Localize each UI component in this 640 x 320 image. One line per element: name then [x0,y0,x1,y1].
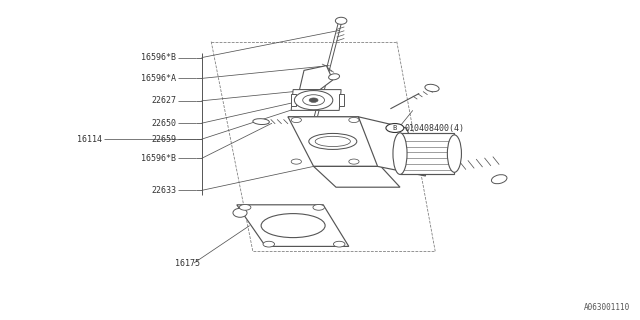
Ellipse shape [447,135,461,172]
Circle shape [291,159,301,164]
Ellipse shape [492,175,507,184]
Text: B: B [393,125,397,131]
Polygon shape [339,94,344,106]
Text: 16175: 16175 [175,259,200,268]
Circle shape [263,241,275,247]
Polygon shape [288,117,381,166]
Ellipse shape [328,74,340,80]
Ellipse shape [308,133,357,149]
Circle shape [349,117,359,123]
Circle shape [239,204,251,210]
Polygon shape [400,133,454,174]
Circle shape [313,204,324,210]
Ellipse shape [335,17,347,24]
Polygon shape [300,66,333,90]
Text: 16114: 16114 [77,135,102,144]
Polygon shape [291,94,296,106]
Polygon shape [288,117,378,138]
Ellipse shape [315,136,351,147]
Circle shape [303,95,324,106]
Circle shape [294,91,333,110]
Ellipse shape [253,119,269,124]
Polygon shape [358,117,426,176]
Circle shape [333,241,345,247]
Ellipse shape [425,84,439,92]
Circle shape [386,124,404,132]
Circle shape [349,159,359,164]
Ellipse shape [233,208,247,217]
Text: 22659: 22659 [151,135,176,144]
Polygon shape [314,166,400,187]
Text: 22633: 22633 [151,186,176,195]
Text: 16596*A: 16596*A [141,74,176,83]
Ellipse shape [393,133,407,174]
Circle shape [291,117,301,123]
Text: 010408400(4): 010408400(4) [404,124,465,132]
Text: 22650: 22650 [151,119,176,128]
Polygon shape [291,90,341,110]
Text: 22627: 22627 [151,96,176,105]
Polygon shape [237,205,349,246]
Ellipse shape [261,214,325,237]
Text: 16596*B: 16596*B [141,154,176,163]
Circle shape [309,98,318,102]
Text: 16596*B: 16596*B [141,53,176,62]
Text: A063001110: A063001110 [584,303,630,312]
